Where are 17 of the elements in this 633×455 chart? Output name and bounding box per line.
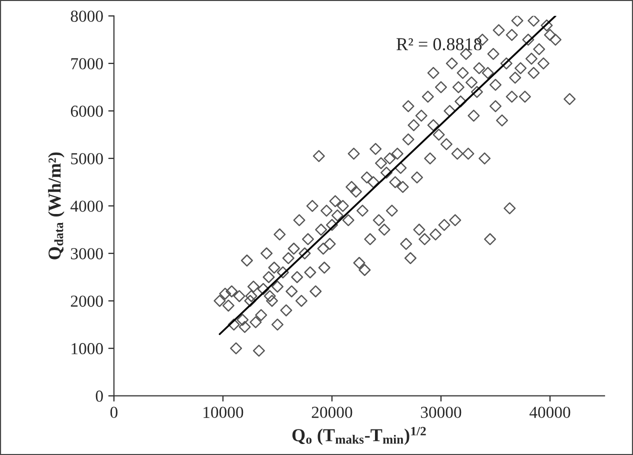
y-tick-label: 4000 <box>70 200 103 212</box>
x-tick-label: 20000 <box>312 406 352 418</box>
x-tick-label: 40000 <box>530 406 570 418</box>
x-tick-label: 10000 <box>204 406 244 418</box>
x-axis-title: Q$_{o}$ (T$_{maks}$-T$_{min}$)$^{1/2}$ <box>292 426 426 445</box>
y-tick-label: 0 <box>96 390 103 402</box>
y-tick-label: 8000 <box>70 10 103 22</box>
y-tick-label: 7000 <box>71 58 103 70</box>
y-tick-label: 3000 <box>70 248 103 260</box>
y-tick-label: 6000 <box>70 106 103 117</box>
x-tick-label: 0 <box>110 406 118 418</box>
y-tick-label: 1000 <box>72 343 103 354</box>
y-tick-label: 5000 <box>71 153 103 164</box>
y-axis-title: Q$_{data}$ (Wh/m²) <box>48 152 64 260</box>
annotation: R² = 0.8818 <box>396 38 482 50</box>
y-tick-label: 2000 <box>70 296 103 307</box>
x-tick-label: 30000 <box>420 406 462 418</box>
